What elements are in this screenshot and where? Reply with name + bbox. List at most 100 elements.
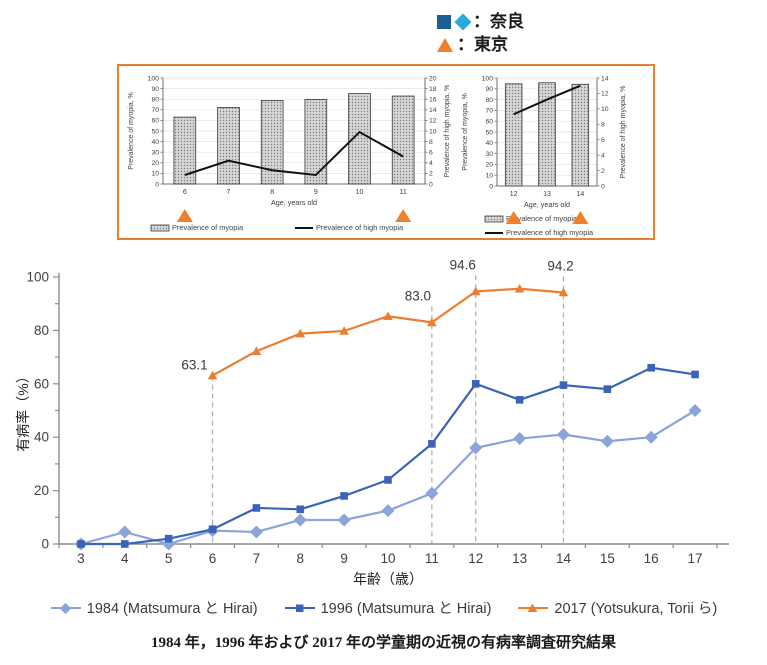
svg-text:17: 17 [688,551,703,566]
nara-square-icon [437,14,451,29]
svg-text:14: 14 [556,551,572,566]
svg-text:18: 18 [429,86,437,93]
legend-row-nara: ：奈良 [437,10,524,33]
svg-text:10: 10 [151,171,159,178]
legend-1996-label: 1996 (Matsumura と Hirai) [320,601,492,617]
svg-text:5: 5 [165,551,173,566]
svg-text:4: 4 [601,152,605,159]
svg-text:11: 11 [400,189,407,196]
svg-text:10: 10 [485,173,493,180]
legend-1996-square-icon [284,604,315,612]
svg-text:7: 7 [227,189,231,196]
svg-text:8: 8 [270,189,274,196]
svg-text:Prevalence of high myopia, %: Prevalence of high myopia, % [444,85,451,178]
svg-text:0: 0 [601,183,605,190]
region-legend: ：奈良 ：東京 [437,10,524,56]
svg-text:100: 100 [26,270,49,285]
svg-text:13: 13 [543,191,551,198]
svg-text:50: 50 [151,128,159,135]
svg-text:50: 50 [485,129,493,136]
tokyo-triangle-icon [437,37,453,52]
svg-text:70: 70 [485,108,493,115]
inset-panel: 0 10 20 30 40 50 60 70 80 90 100 0 2 4 6 8 10 12 14 16 18 20 6… [117,64,655,240]
svg-text:Prevalence of high myopia: Prevalence of high myopia [506,228,594,237]
svg-text:11: 11 [425,551,439,566]
nara-label: ：奈良 [473,12,524,31]
svg-text:9: 9 [340,551,348,566]
svg-text:30: 30 [485,151,493,158]
svg-text:6: 6 [183,189,187,196]
svg-text:12: 12 [510,191,518,198]
svg-text:2: 2 [601,168,605,175]
svg-text:40: 40 [485,140,493,147]
svg-text:Prevalence of high myopia: Prevalence of high myopia [316,223,404,232]
series-1996 [77,363,699,548]
legend-2017-triangle-icon [518,603,549,612]
svg-text:20: 20 [34,483,49,498]
line-prevalence-of-high-myopia [184,130,404,177]
svg-text:6: 6 [429,150,433,157]
svg-text:8: 8 [601,122,605,129]
data-label: 94.2 [547,258,573,273]
svg-text:80: 80 [485,97,493,104]
highlight-triangle-icon [572,211,589,224]
svg-text:60: 60 [485,119,493,126]
svg-text:14: 14 [429,107,437,114]
legend-2017-label: 2017 (Yotsukura, Torii ら) [554,601,718,617]
bars-prevalence-of-myopia [173,93,415,185]
svg-text:8: 8 [429,139,433,146]
line-prevalence-of-high-myopia [513,84,581,116]
svg-text:90: 90 [151,86,159,93]
legend-item-1996: 1996 (Matsumura と Hirai) [284,597,492,618]
legend-1984-label: 1984 (Matsumura と Hirai) [86,601,258,617]
inset-chart-age-6-11: 0 10 20 30 40 50 60 70 80 90 100 0 2 4 6 8 10 12 14 16 18 20 6… [128,75,451,232]
svg-text:Age, years old: Age, years old [524,200,570,209]
svg-text:有病率（%）: 有病率（%） [15,369,31,451]
svg-text:100: 100 [482,75,494,82]
svg-text:14: 14 [601,75,609,82]
highlight-triangle-icon [176,209,193,222]
svg-text:10: 10 [356,189,364,196]
svg-text:0: 0 [41,537,49,552]
svg-text:15: 15 [600,551,615,566]
svg-text:60: 60 [151,118,159,125]
svg-text:6: 6 [209,551,217,566]
svg-text:4: 4 [121,551,129,566]
svg-text:16: 16 [429,97,437,104]
svg-text:60: 60 [34,376,49,391]
svg-text:2: 2 [429,171,433,178]
nara-diamond-icon [454,13,472,30]
svg-text:9: 9 [314,189,318,196]
svg-text:100: 100 [148,75,160,82]
svg-text:12: 12 [429,118,437,125]
data-label: 94.6 [450,257,476,272]
svg-text:14: 14 [576,191,584,198]
svg-text:Prevalence of myopia: Prevalence of myopia [172,223,244,232]
svg-text:90: 90 [485,86,493,93]
main-chart-legend: 1984 (Matsumura と Hirai) 1996 (Matsumura… [0,597,767,618]
svg-text:16: 16 [644,551,659,566]
data-label: 83.0 [405,288,431,303]
svg-text:13: 13 [512,551,527,566]
svg-text:40: 40 [34,430,49,445]
main-prevalence-chart: 0 20 40 60 80 100 3 4 5 6 7 8 9 10 11 12 13 14 15 16 17 年齢（歳）… [15,257,729,587]
highlight-triangle-icon [505,211,522,224]
svg-text:年齢（歳）: 年齢（歳） [353,571,423,587]
svg-text:6: 6 [601,137,605,144]
bars-prevalence-of-myopia [504,82,590,187]
svg-text:10: 10 [601,106,609,113]
svg-text:20: 20 [151,160,159,167]
series-2017 [207,283,569,380]
figure-caption: 1984 年，1996 年および 2017 年の学童期の近視の有病率調査研究結果 [150,635,616,651]
svg-text:70: 70 [151,107,159,114]
legend-item-1984: 1984 (Matsumura と Hirai) [50,597,258,618]
svg-text:Prevalence of high myopia, %: Prevalence of high myopia, % [620,86,627,179]
tokyo-label: ：東京 [457,35,508,54]
legend-item-2017: 2017 (Yotsukura, Torii ら) [517,597,717,618]
svg-text:20: 20 [485,162,493,169]
svg-text:80: 80 [151,97,159,104]
svg-text:Prevalence of myopia, %: Prevalence of myopia, % [128,92,135,169]
svg-text:Prevalence of myopia: Prevalence of myopia [506,214,578,223]
svg-text:3: 3 [77,551,85,566]
svg-text:20: 20 [429,75,437,82]
